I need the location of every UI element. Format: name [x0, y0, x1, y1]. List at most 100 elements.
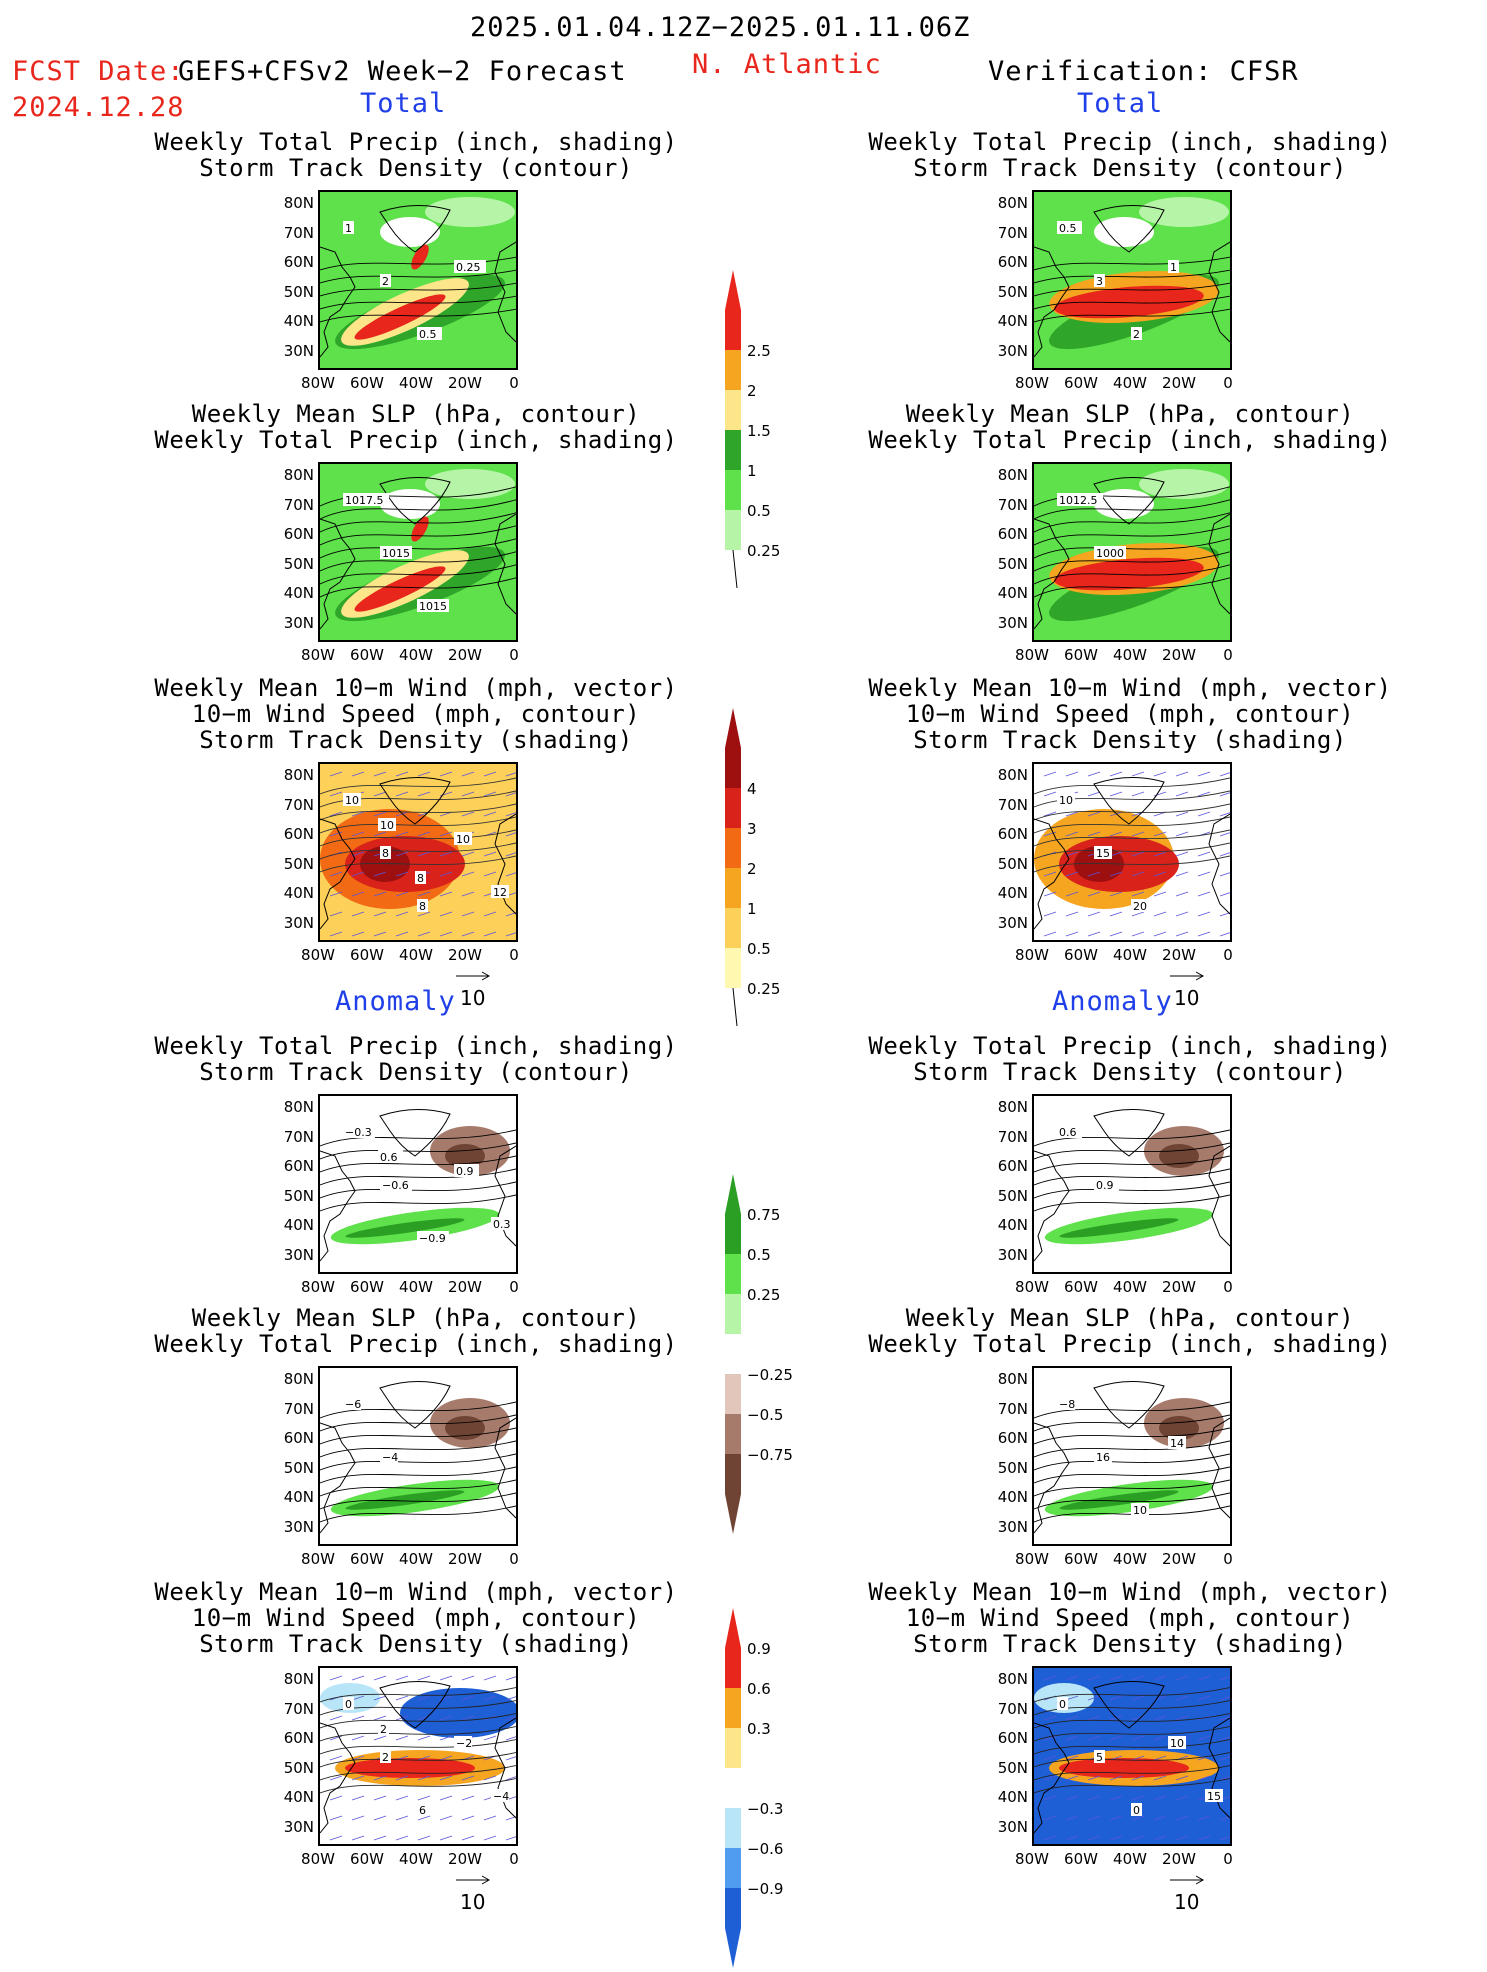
contour-label-bg	[417, 599, 449, 612]
coastline-greenland	[379, 776, 451, 825]
panel-title-line: Weekly Mean 10−m Wind (mph, vector)	[154, 1578, 678, 1606]
contour-label-bg	[380, 1450, 398, 1463]
wind-vector	[1065, 931, 1079, 937]
wind-reference-arrow	[456, 1875, 491, 1885]
colorbar-label: −0.5	[747, 1406, 784, 1424]
contour-label: 0.3	[493, 1218, 511, 1231]
wind-vector	[483, 931, 497, 937]
colorbar-bottom-cap	[725, 1928, 741, 1968]
coastline-europe	[494, 513, 516, 615]
colorbar-storm_total	[725, 708, 755, 1032]
contour-line	[1034, 1466, 1230, 1484]
wind-vector	[373, 871, 387, 877]
colorbar-storm_anom	[725, 1608, 755, 1972]
wind-vector	[373, 831, 387, 837]
lat-tick: 40N	[997, 312, 1028, 330]
map-panel: 10 15 20	[1032, 762, 1232, 942]
lat-tick: 70N	[997, 1699, 1028, 1718]
wind-vector	[1109, 1735, 1123, 1741]
contour-line	[320, 499, 516, 520]
colorbar-segment	[725, 390, 741, 430]
wind-vector	[373, 891, 387, 897]
wind-vector	[1131, 851, 1145, 857]
contour-label-bg	[378, 1722, 389, 1735]
wind-vector	[1219, 1836, 1230, 1841]
wind-vector	[1197, 791, 1211, 797]
wind-vector	[1175, 1715, 1189, 1721]
lat-tick: 80N	[997, 1670, 1028, 1688]
contour-label: 14	[1170, 1437, 1184, 1450]
wind-vector	[1087, 1695, 1101, 1701]
panel-title-line: Weekly Mean SLP (hPa, contour)	[191, 400, 641, 428]
wind-vector	[1087, 1735, 1101, 1741]
panel-title-line: Weekly Mean 10−m Wind (mph, vector)	[154, 674, 678, 702]
contour-line	[1034, 803, 1230, 821]
wind-vector	[395, 891, 409, 897]
lon-tick: 60W	[350, 1550, 384, 1568]
map-svg: 0.5 3 2 1	[1034, 192, 1230, 368]
wind-vector	[1043, 911, 1057, 917]
wind-vector	[1065, 851, 1079, 857]
contour-line	[1034, 855, 1230, 873]
lat-tick: 40N	[283, 1488, 314, 1506]
lat-tick: 30N	[997, 613, 1028, 632]
contour-label-bg	[1205, 1789, 1223, 1802]
wind-vector	[1043, 1835, 1057, 1841]
lon-tick: 40W	[399, 1278, 433, 1296]
wind-vector	[1175, 811, 1189, 817]
wind-vector	[373, 1715, 387, 1721]
precip-shading-light	[1139, 469, 1229, 499]
contour-line	[320, 1453, 516, 1471]
wind-vector	[351, 851, 365, 857]
contour-line	[1034, 256, 1230, 271]
wind-vector	[1219, 852, 1230, 857]
contour-line	[320, 308, 516, 323]
lat-tick: 70N	[283, 495, 314, 514]
wind-vector	[329, 1775, 343, 1781]
wind-vector	[351, 1775, 365, 1781]
wind-vector	[461, 871, 475, 877]
contour-line	[320, 269, 516, 284]
anom-base	[1034, 1368, 1230, 1544]
lon-tick: 60W	[350, 374, 384, 392]
wind-vector	[351, 1755, 365, 1761]
contour-line	[1034, 564, 1230, 585]
wind-vector	[1153, 1675, 1167, 1681]
lat-tick: 40N	[283, 1216, 314, 1234]
contour-label-bg	[1057, 1125, 1082, 1138]
contour-line	[320, 777, 516, 795]
colorbar-segment	[725, 748, 741, 788]
contour-label: 10	[1059, 794, 1073, 807]
wind-vector	[417, 1675, 431, 1681]
panel-title-line: Weekly Total Precip (inch, shading)	[868, 1032, 1392, 1060]
wind-vector	[1219, 832, 1230, 837]
lat-tick: 80N	[283, 194, 314, 212]
wind-vector	[1043, 1715, 1057, 1721]
wind-vector	[417, 851, 431, 857]
anom-base	[1034, 1096, 1230, 1272]
wind-vector	[1219, 1816, 1230, 1821]
colorbar-top-cap	[725, 270, 741, 310]
wind-vector	[351, 811, 365, 817]
wind-vector	[1087, 891, 1101, 897]
contour-label-bg	[343, 493, 389, 506]
contour-line	[1034, 1142, 1230, 1160]
wind-vector	[505, 912, 516, 917]
lat-tick: 70N	[283, 1127, 314, 1146]
wind-vector	[483, 1675, 497, 1681]
wind-vector	[461, 791, 475, 797]
lat-tick: 80N	[283, 766, 314, 784]
wind-vector	[373, 911, 387, 917]
contour-label: 1012.5	[1059, 494, 1098, 507]
panel-title-line: Weekly Mean SLP (hPa, contour)	[905, 400, 1355, 428]
wind-vector	[483, 871, 497, 877]
wind-vector	[373, 1735, 387, 1741]
contour-line	[320, 816, 516, 834]
wind-vector	[1087, 811, 1101, 817]
wind-vector	[439, 931, 453, 937]
colorbar-segment	[725, 310, 741, 350]
wind-vector	[1219, 932, 1230, 937]
colorbar-label: 0.5	[747, 502, 771, 520]
wind-vector	[439, 851, 453, 857]
wind-vector	[1109, 1775, 1123, 1781]
